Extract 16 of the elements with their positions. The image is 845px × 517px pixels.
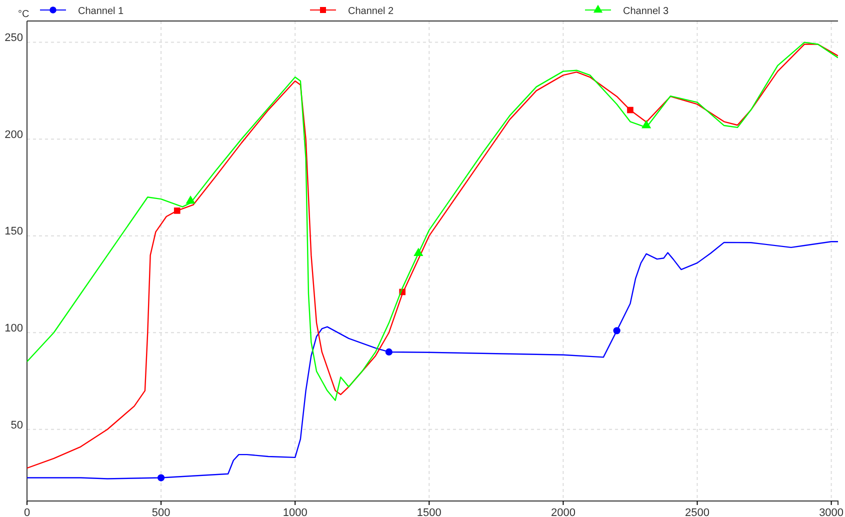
- x-tick-label: 500: [152, 506, 170, 517]
- x-tick-label: 2000: [550, 506, 576, 517]
- x-tick-label: 1000: [282, 506, 308, 517]
- y-tick-label: 250: [4, 32, 23, 44]
- x-tick-label: 2500: [685, 506, 710, 517]
- legend-label: Channel 3: [623, 6, 670, 17]
- legend-label: Channel 1: [78, 6, 124, 17]
- x-tick-label: 3000: [819, 506, 844, 517]
- legend-label: Channel 2: [348, 6, 394, 17]
- y-tick-label: 200: [4, 128, 23, 141]
- y-axis-title: °C: [18, 9, 30, 20]
- y-tick-label: 150: [4, 226, 23, 238]
- y-tick-label: 100: [4, 322, 23, 335]
- x-tick-label: 0: [24, 506, 30, 517]
- y-tick-label: 50: [10, 419, 23, 432]
- x-tick-label: 1500: [416, 506, 442, 517]
